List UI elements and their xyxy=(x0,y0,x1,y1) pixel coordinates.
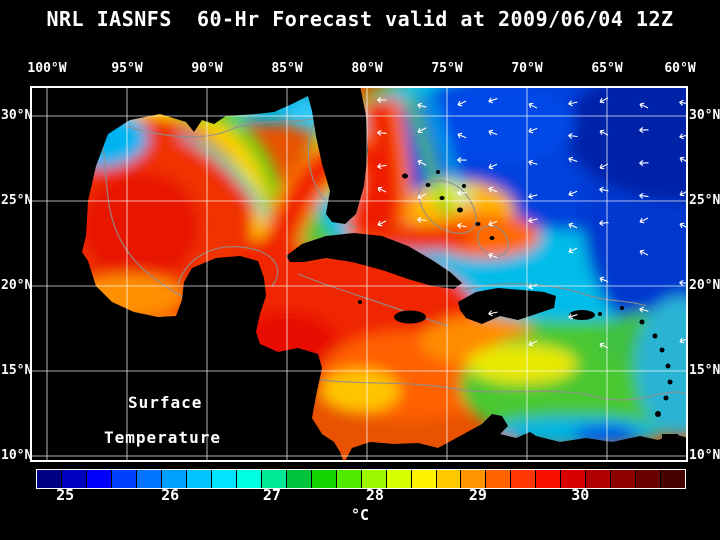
colorbar xyxy=(36,469,686,489)
colorbar-segment xyxy=(211,470,237,488)
lat-label-right: 20°N xyxy=(689,278,720,293)
colorbar-segment xyxy=(511,470,537,488)
colorbar-segment xyxy=(286,470,312,488)
colorbar-tick-label: 25 xyxy=(56,486,75,504)
colorbar-ticks: 25 26 27 28 29 30 xyxy=(36,486,684,506)
page-title: NRL IASNFS 60-Hr Forecast valid at 2009/… xyxy=(46,7,674,31)
colorbar-segment xyxy=(611,470,637,488)
colorbar-segment xyxy=(37,470,62,488)
lat-label-left: 20°N xyxy=(1,278,33,293)
lat-label-right: 10°N xyxy=(689,448,720,463)
lat-label-right: 15°N xyxy=(689,363,720,378)
lon-label: 60°W xyxy=(664,61,696,76)
colorbar-segment xyxy=(661,470,686,488)
colorbar-segment xyxy=(86,470,112,488)
colorbar-segment xyxy=(486,470,512,488)
colorbar-tick-label: 28 xyxy=(365,486,384,504)
colorbar-segment xyxy=(561,470,587,488)
colorbar-segment xyxy=(636,470,662,488)
lon-label: 100°W xyxy=(27,61,67,76)
map-annotation-line2: Temperature xyxy=(104,428,221,447)
colorbar-segment xyxy=(161,470,187,488)
colorbar-tick-label: 26 xyxy=(161,486,180,504)
colorbar-segment xyxy=(586,470,612,488)
lon-label: 90°W xyxy=(191,61,223,76)
colorbar-segment xyxy=(136,470,162,488)
lat-label-left: 30°N xyxy=(1,108,33,123)
colorbar-segment xyxy=(361,470,387,488)
colorbar-segment xyxy=(61,470,87,488)
lon-label: 85°W xyxy=(271,61,303,76)
colorbar-segment xyxy=(311,470,337,488)
lat-label-right: 30°N xyxy=(689,108,720,123)
lat-label-right: 25°N xyxy=(689,193,720,208)
colorbar-segment xyxy=(536,470,562,488)
colorbar-segment xyxy=(186,470,212,488)
colorbar-segment xyxy=(261,470,287,488)
landmask xyxy=(30,86,688,462)
lat-label-left: 25°N xyxy=(1,193,33,208)
colorbar-unit: °C xyxy=(350,506,370,524)
colorbar-segment xyxy=(436,470,462,488)
lat-label-left: 15°N xyxy=(1,363,33,378)
bathymetry-contours xyxy=(95,117,687,401)
lon-label: 95°W xyxy=(111,61,143,76)
colorbar-segment xyxy=(461,470,487,488)
colorbar-segment xyxy=(386,470,412,488)
colorbar-tick-label: 27 xyxy=(262,486,281,504)
sst-map: Surface Temperature xyxy=(30,86,688,462)
lon-label: 80°W xyxy=(351,61,383,76)
map-border xyxy=(30,86,688,462)
map-annotation-line1: Surface xyxy=(128,393,202,412)
lon-label: 75°W xyxy=(431,61,463,76)
lon-label: 65°W xyxy=(591,61,623,76)
grid-lines xyxy=(30,86,688,462)
colorbar-segment xyxy=(236,470,262,488)
lat-label-left: 10°N xyxy=(1,448,33,463)
colorbar-tick-label: 29 xyxy=(468,486,487,504)
colorbar-segment xyxy=(411,470,437,488)
colorbar-segment xyxy=(111,470,137,488)
lon-label: 70°W xyxy=(511,61,543,76)
colorbar-segment xyxy=(336,470,362,488)
colorbar-tick-label: 30 xyxy=(571,486,590,504)
